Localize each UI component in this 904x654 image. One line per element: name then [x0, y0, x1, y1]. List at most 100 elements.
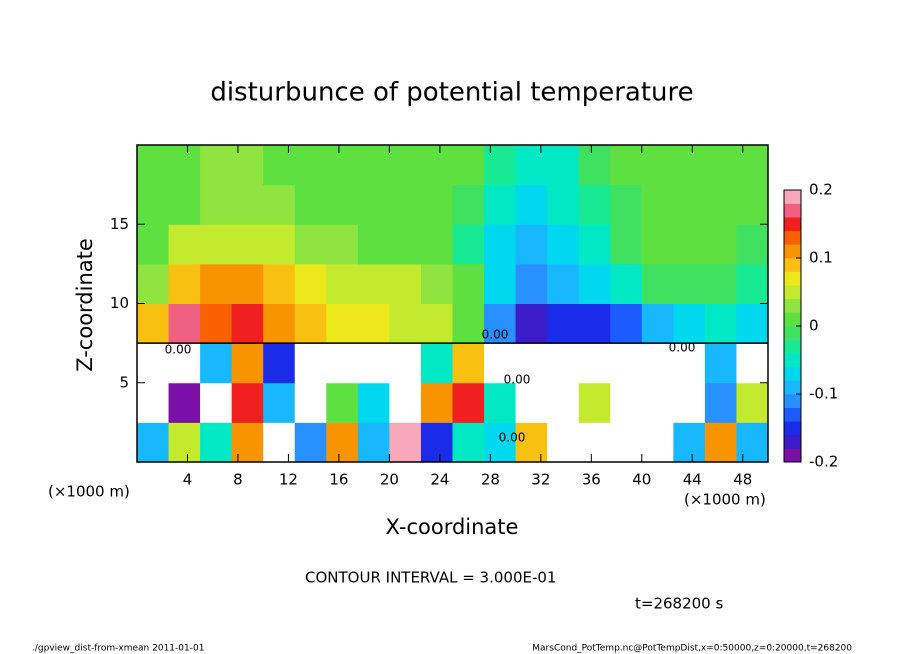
cell: [168, 382, 201, 423]
cell: [547, 303, 580, 344]
cell: [389, 343, 422, 384]
cell: [673, 184, 706, 225]
cell: [484, 224, 517, 265]
cell: [200, 343, 233, 384]
cell: [326, 224, 359, 265]
colorbar-band: [784, 326, 801, 340]
cell: [137, 422, 170, 463]
cell: [673, 422, 706, 463]
y-tick-label: 15: [110, 215, 129, 233]
cell: [704, 184, 737, 225]
cell: [610, 343, 643, 384]
cell: [736, 303, 769, 344]
cell: [578, 224, 611, 265]
cell: [515, 382, 548, 423]
cell: [736, 343, 769, 384]
cell: [578, 343, 611, 384]
cell: [484, 145, 517, 186]
cell: [704, 343, 737, 384]
colorbar-band: [784, 380, 801, 395]
cell: [294, 224, 327, 265]
cell: [231, 422, 264, 463]
cell: [578, 263, 611, 304]
cell: [484, 382, 517, 423]
colorbar-tick-label: 0.2: [809, 181, 833, 199]
cell: [420, 303, 453, 344]
cell: [200, 303, 233, 344]
cell: [452, 382, 485, 423]
cell: [610, 263, 643, 304]
y-axis-label: Z-coordinate: [73, 238, 97, 372]
cell: [515, 263, 548, 304]
cell: [452, 303, 485, 344]
colorbar-band: [784, 271, 801, 286]
cell: [452, 422, 485, 463]
cell: [326, 303, 359, 344]
y-tick-label: 5: [119, 373, 129, 391]
cell: [641, 422, 674, 463]
cell: [578, 382, 611, 423]
colorbar-band: [784, 434, 801, 449]
cell: [231, 303, 264, 344]
cell: [420, 145, 453, 186]
cell: [263, 145, 296, 186]
cell: [578, 303, 611, 344]
cell: [389, 382, 422, 423]
cell: [673, 145, 706, 186]
cell: [137, 184, 170, 225]
contour-label: 0.00: [165, 343, 192, 357]
time-label: t=268200 s: [635, 595, 723, 613]
colorbar-band: [784, 217, 801, 232]
cell: [326, 263, 359, 304]
cell: [389, 224, 422, 265]
cell: [578, 184, 611, 225]
x-tick-label: 48: [733, 471, 752, 489]
cell: [641, 224, 674, 265]
cell: [736, 145, 769, 186]
cell: [736, 184, 769, 225]
colorbar-band: [784, 339, 801, 354]
cell: [137, 303, 170, 344]
cell: [452, 184, 485, 225]
cell: [515, 184, 548, 225]
cell: [547, 382, 580, 423]
cell: [168, 303, 201, 344]
cell: [610, 382, 643, 423]
cell: [484, 422, 517, 463]
cell: [168, 343, 201, 384]
cell: [200, 224, 233, 265]
cell: [200, 184, 233, 225]
cell: [231, 382, 264, 423]
cell: [515, 422, 548, 463]
x-tick-label: 8: [233, 471, 243, 489]
x-tick-label: 16: [329, 471, 348, 489]
cell: [294, 303, 327, 344]
cell: [168, 224, 201, 265]
footer: MarsCond_PotTemp.nc@PotTempDist,x=0:5000…: [532, 644, 852, 654]
cell: [357, 422, 390, 463]
cell: [547, 184, 580, 225]
cell: [515, 145, 548, 186]
cell: [263, 343, 296, 384]
x-unit: (×1000 m): [684, 491, 766, 509]
cell: [515, 224, 548, 265]
cell: [137, 263, 170, 304]
cell: [231, 184, 264, 225]
cell: [294, 263, 327, 304]
cell: [294, 382, 327, 423]
cell: [294, 422, 327, 463]
x-tick-label: 44: [683, 471, 702, 489]
cell: [357, 263, 390, 304]
cell: [200, 145, 233, 186]
cell: [610, 224, 643, 265]
cell: [673, 224, 706, 265]
x-tick-label: 36: [582, 471, 601, 489]
cell: [547, 224, 580, 265]
footer: ./gpview_dist-from-xmean 2011-01-01: [32, 644, 204, 654]
cell: [389, 303, 422, 344]
cell: [263, 382, 296, 423]
cell: [578, 145, 611, 186]
x-tick-label: 24: [430, 471, 449, 489]
contour-label: 0.00: [482, 328, 509, 342]
x-tick-label: 40: [632, 471, 651, 489]
